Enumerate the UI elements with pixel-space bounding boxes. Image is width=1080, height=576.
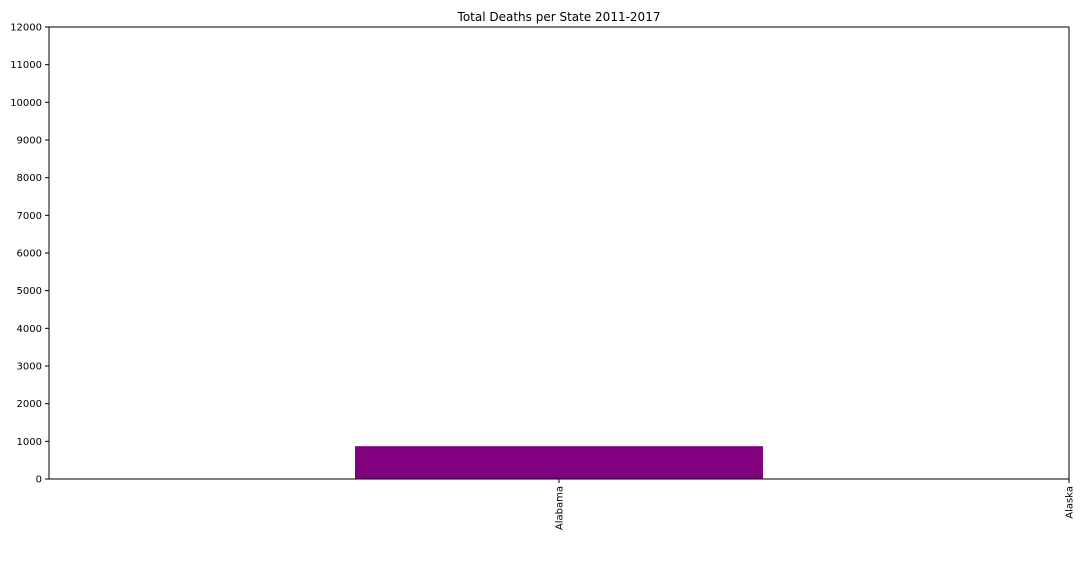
y-tick-label-4000: 4000 (17, 324, 42, 335)
y-tick-label-10000: 10000 (10, 98, 42, 109)
y-tick-label-2000: 2000 (17, 399, 42, 410)
x-tick-label-alaska: Alaska (1065, 486, 1076, 519)
y-tick-label-3000: 3000 (17, 362, 42, 373)
chart-title: Total Deaths per State 2011-2017 (457, 10, 661, 24)
y-tick-label-7000: 7000 (17, 211, 42, 222)
y-tick-label-1000: 1000 (17, 437, 42, 448)
bars-group (355, 446, 763, 479)
y-tick-label-8000: 8000 (17, 173, 42, 184)
x-tick-label-alabama: Alabama (555, 486, 566, 530)
y-tick-label-5000: 5000 (17, 286, 42, 297)
y-tick-label-12000: 12000 (10, 23, 42, 34)
y-tick-label-11000: 11000 (10, 60, 42, 71)
y-axis: 0 1000 2000 3000 4000 5000 6000 7000 8000 9000 100… (10, 23, 49, 486)
x-axis: Alabama Alaska (555, 479, 1076, 530)
plot-frame (48, 26, 1070, 480)
bar-alabama (355, 446, 763, 479)
y-tick-label-0: 0 (36, 475, 42, 486)
y-tick-label-6000: 6000 (17, 249, 42, 260)
y-tick-label-9000: 9000 (17, 136, 42, 147)
